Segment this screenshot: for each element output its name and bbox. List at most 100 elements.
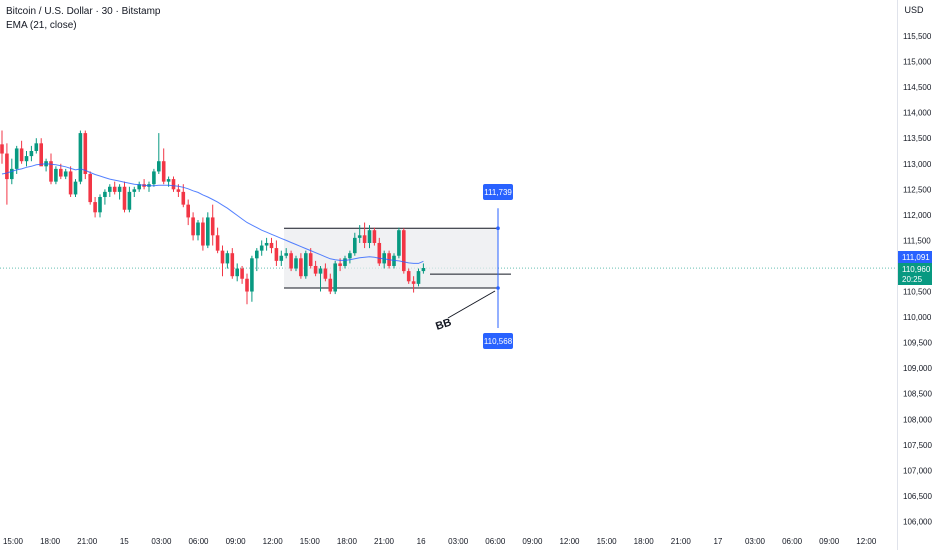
candle-body: [122, 186, 127, 210]
time-tick-label: 15:00: [300, 537, 321, 546]
candle-body: [353, 237, 357, 254]
candle-body: [411, 281, 416, 284]
time-tick-label: 06:00: [782, 537, 803, 546]
range-box-fill: [284, 228, 498, 289]
time-tick-label: 21:00: [671, 537, 692, 546]
candle-body: [157, 161, 161, 172]
candle-body: [348, 253, 352, 259]
candle-body: [240, 268, 244, 279]
candle-body: [181, 191, 186, 205]
candle-body: [10, 168, 14, 180]
candle-body: [338, 263, 342, 266]
candles: [0, 130, 426, 305]
candle-body: [152, 171, 156, 185]
candle-body: [235, 268, 239, 277]
candle-body: [5, 153, 9, 180]
time-axis[interactable]: 15:00 18:00 21:00 15 03:00 06:00 09:00 12:00 15:…: [3, 537, 877, 546]
candle-body: [54, 168, 58, 182]
candle-body: [250, 258, 254, 292]
candle-body: [264, 242, 269, 246]
candle-body: [166, 179, 171, 182]
time-tick-label: 15:00: [3, 537, 24, 546]
candle-body: [284, 253, 288, 256]
candle-body: [279, 255, 284, 261]
time-tick-label: 15: [120, 537, 129, 546]
bb-pointer-line: [447, 290, 496, 319]
currency-label[interactable]: USD: [904, 5, 924, 15]
time-tick-label: 21:00: [77, 537, 98, 546]
candle-body: [215, 235, 220, 251]
candle-body: [19, 148, 24, 162]
candle-body: [406, 271, 411, 282]
time-tick-label: 18:00: [634, 537, 655, 546]
candle-body: [78, 133, 83, 182]
candle-body: [308, 253, 313, 266]
candle-body: [108, 186, 112, 192]
candle-body: [245, 278, 249, 292]
candle-body: [112, 186, 117, 192]
candle-body: [14, 148, 19, 169]
candle-body: [34, 143, 39, 151]
candle-body: [299, 258, 303, 277]
candle-body: [220, 250, 225, 264]
candle-body: [49, 161, 53, 182]
candle-body: [402, 230, 406, 272]
price-scale[interactable]: [897, 0, 932, 550]
time-tick-label: 15:00: [597, 537, 618, 546]
time-tick-label: 03:00: [448, 537, 469, 546]
lower-price-label: 110,568: [484, 337, 513, 346]
candle-body: [88, 173, 92, 203]
candle-body: [83, 133, 88, 174]
ema-line: [1, 163, 424, 264]
candle-body: [259, 245, 264, 251]
time-tick-label: 09:00: [819, 537, 840, 546]
candle-body: [206, 217, 210, 246]
annotations: 111,739 110,568 BB: [430, 184, 513, 349]
candle-body: [171, 179, 176, 190]
time-tick-label: 12:00: [263, 537, 284, 546]
time-tick-label: 03:00: [745, 537, 766, 546]
time-tick-label: 06:00: [188, 537, 209, 546]
candle-body: [191, 217, 195, 236]
candle-body: [294, 258, 298, 269]
candle-body: [59, 168, 63, 177]
ema-line-group: [1, 163, 424, 264]
candle-body: [225, 253, 230, 264]
price-range-box[interactable]: [284, 227, 498, 289]
symbol-title[interactable]: Bitcoin / U.S. Dollar · 30 · Bitstamp: [6, 6, 161, 17]
time-tick-label: 16: [417, 537, 426, 546]
candle-body: [161, 161, 166, 182]
time-tick-label: 03:00: [151, 537, 172, 546]
time-tick-label: 12:00: [559, 537, 580, 546]
candle-body: [289, 253, 293, 269]
time-tick-label: 12:00: [856, 537, 877, 546]
candle-body: [367, 230, 372, 243]
candle-body: [29, 150, 34, 157]
candle-body: [357, 235, 362, 238]
candle-body: [127, 191, 132, 210]
candle-body: [328, 278, 333, 292]
candle-body: [377, 242, 382, 264]
measure-point-bottom: [496, 286, 500, 290]
measure-point-top: [496, 226, 500, 231]
candle-body: [313, 265, 318, 274]
candle-body: [117, 186, 122, 192]
candle-body: [318, 268, 323, 274]
time-tick-label: 06:00: [485, 537, 506, 546]
candle-body: [0, 144, 4, 154]
candle-body: [39, 143, 43, 167]
candle-body: [362, 235, 367, 243]
candle-body: [176, 189, 181, 192]
time-tick-label: 21:00: [374, 537, 395, 546]
candle-body: [230, 253, 235, 277]
candle-body: [132, 189, 137, 192]
candle-body: [323, 268, 328, 279]
time-tick-label: 09:00: [226, 537, 247, 546]
time-tick-label: 17: [713, 537, 722, 546]
candle-body: [343, 258, 347, 266]
indicator-legend[interactable]: EMA (21, close): [6, 20, 77, 31]
time-tick-label: 18:00: [40, 537, 61, 546]
candle-body: [137, 184, 141, 190]
